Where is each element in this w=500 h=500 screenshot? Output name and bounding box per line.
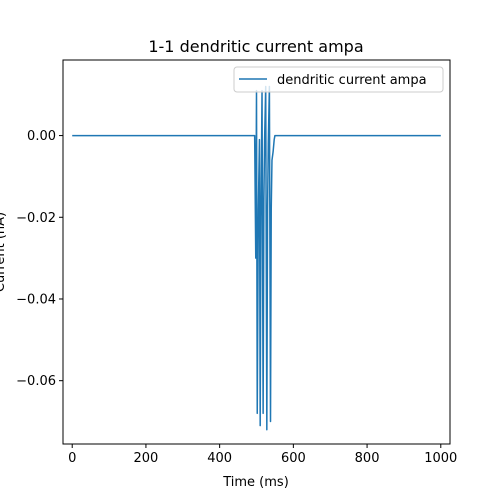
y-tick-label: 0.00 <box>27 129 56 144</box>
legend: dendritic current ampa <box>233 66 444 93</box>
x-tick-label: 800 <box>355 451 380 466</box>
chart-title: 1-1 dendritic current ampa <box>148 37 363 56</box>
x-tick-label: 1000 <box>424 451 457 466</box>
y-tick-label: −0.06 <box>16 374 56 389</box>
x-axis-ticks: 0 200 400 600 800 1000 <box>68 444 457 466</box>
y-axis-ticks: 0.00 −0.02 −0.04 −0.06 <box>16 129 63 389</box>
x-tick-label: 0 <box>68 451 76 466</box>
y-axis-title: Current (nA) <box>0 212 8 292</box>
series-line-0 <box>72 85 441 431</box>
y-tick-label: −0.04 <box>16 292 56 307</box>
x-tick-label: 400 <box>207 451 232 466</box>
legend-label: dendritic current ampa <box>277 73 427 88</box>
legend-box <box>233 66 444 93</box>
x-tick-label: 200 <box>134 451 159 466</box>
series-layer <box>72 85 441 431</box>
x-axis-title: Time (ms) <box>222 475 289 490</box>
x-tick-label: 600 <box>281 451 306 466</box>
plot-frame <box>62 59 451 445</box>
y-tick-label: −0.02 <box>16 211 56 226</box>
